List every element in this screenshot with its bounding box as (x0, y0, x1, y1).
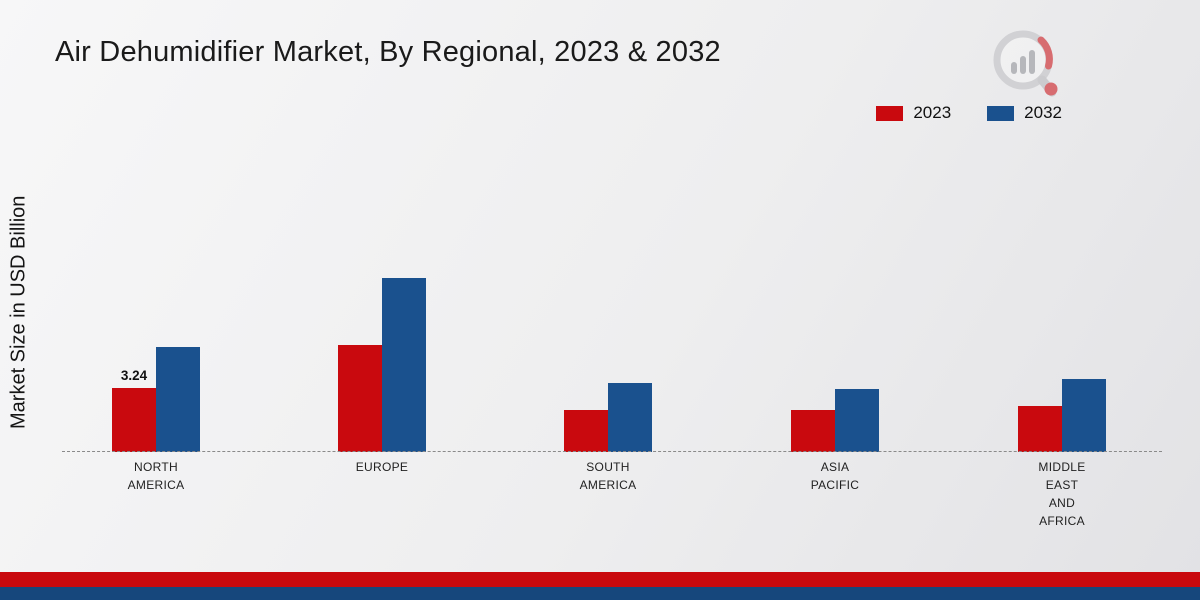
bar-group-4 (791, 389, 879, 452)
category-label-3: SOUTH AMERICA (579, 460, 637, 492)
legend-label-2032: 2032 (1024, 103, 1062, 122)
bar-2023-category-4 (791, 410, 835, 452)
footer-stripe-navy (0, 587, 1200, 600)
category-label-2: EUROPE (355, 460, 409, 474)
bar-group-5 (1018, 379, 1106, 452)
x-axis-baseline (62, 451, 1162, 452)
bar-2023-category-3 (564, 410, 608, 452)
bar-group-3 (564, 383, 652, 452)
bar-2032-category-1 (156, 347, 200, 452)
bar-2023-category-1 (112, 388, 156, 452)
bar-value-label: 3.24 (120, 368, 148, 383)
category-label-5: MIDDLE EAST AND AFRICA (1038, 460, 1086, 528)
chart-title: Air Dehumidifier Market, By Regional, 20… (55, 36, 721, 68)
category-label-4: ASIA PACIFIC (810, 460, 860, 492)
category-label-1: NORTH AMERICA (127, 460, 185, 492)
bar-2023-category-5 (1018, 406, 1062, 452)
legend-item-2032: 2032 (987, 103, 1062, 123)
bar-2032-category-3 (608, 383, 652, 452)
bar-2032-category-5 (1062, 379, 1106, 452)
bar-group-2 (338, 278, 426, 452)
legend: 2023 2032 (876, 103, 1062, 123)
brand-logo-icon (993, 30, 1058, 97)
bar-group-1: 3.24 (112, 347, 200, 452)
legend-item-2023: 2023 (876, 103, 951, 123)
legend-label-2023: 2023 (913, 103, 952, 122)
legend-swatch-2023 (876, 105, 904, 121)
legend-swatch-2032 (987, 105, 1015, 121)
bar-2032-category-2 (382, 278, 426, 452)
bar-2032-category-4 (835, 389, 879, 452)
bar-2023-category-2 (338, 345, 382, 452)
footer-stripe-red (0, 572, 1200, 587)
plot-area: 3.24 (112, 278, 1106, 452)
